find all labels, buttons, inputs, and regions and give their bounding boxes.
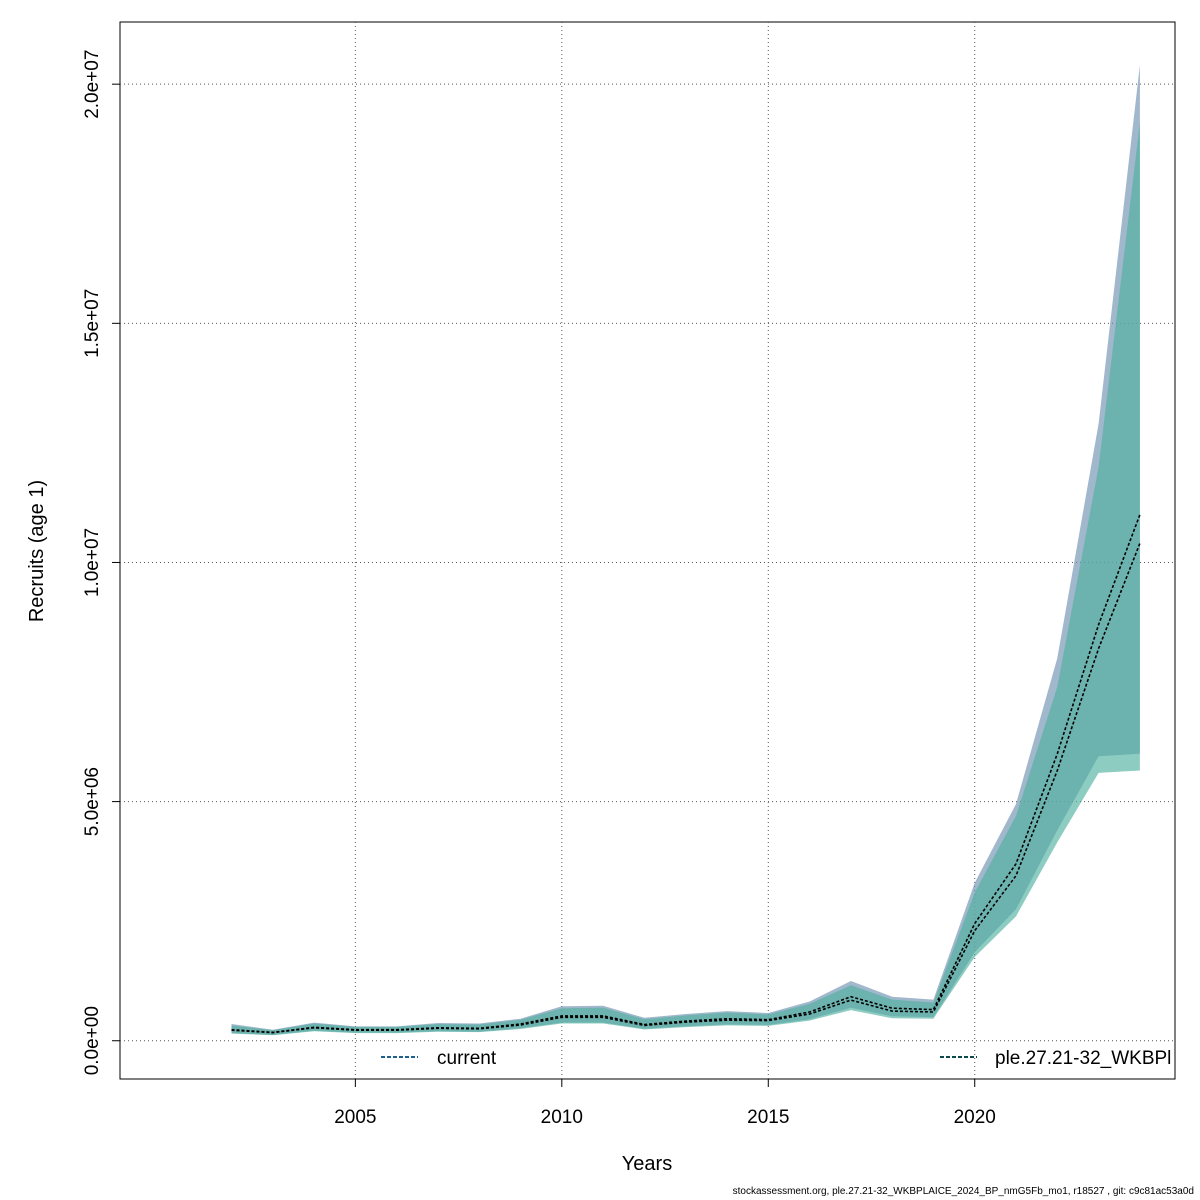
estimate-line-ple — [231, 543, 1141, 1034]
x-tick-label: 2005 — [334, 1107, 376, 1128]
y-axis-label: Recruits (age 1) — [26, 480, 48, 622]
x-tick-label: 2015 — [747, 1107, 789, 1128]
line-layer — [231, 514, 1141, 1034]
confidence-band-ple — [231, 122, 1140, 1036]
legend-label-current: current — [437, 1048, 497, 1069]
footer-note: stockassessment.org, ple.27.21-32_WKBPLA… — [732, 1186, 1194, 1197]
y-tick-label: 2.0e+07 — [82, 50, 103, 119]
band-layer — [231, 65, 1140, 1036]
y-tick-label: 1.5e+07 — [82, 289, 103, 358]
x-axis-label: Years — [622, 1153, 672, 1175]
legend-label-ple: ple.27.21-32_WKBPl — [995, 1048, 1171, 1069]
y-tick-label: 5.0e+06 — [82, 767, 103, 836]
plot-frame — [119, 21, 1176, 1080]
y-tick-label: 0.0e+00 — [82, 1006, 103, 1075]
legend: current ple.27.21-32_WKBPl — [381, 1048, 1171, 1069]
x-tick-label: 2010 — [541, 1107, 583, 1128]
grid-layer — [120, 22, 1175, 1079]
estimate-line-current — [231, 514, 1141, 1034]
y-axis: 0.0e+00 5.0e+06 1.0e+07 1.5e+07 2.0e+07 — [82, 50, 120, 1075]
y-tick-label: 1.0e+07 — [82, 528, 103, 597]
x-axis: 2005 2010 2015 2020 — [334, 1079, 996, 1128]
x-tick-label: 2020 — [954, 1107, 996, 1128]
